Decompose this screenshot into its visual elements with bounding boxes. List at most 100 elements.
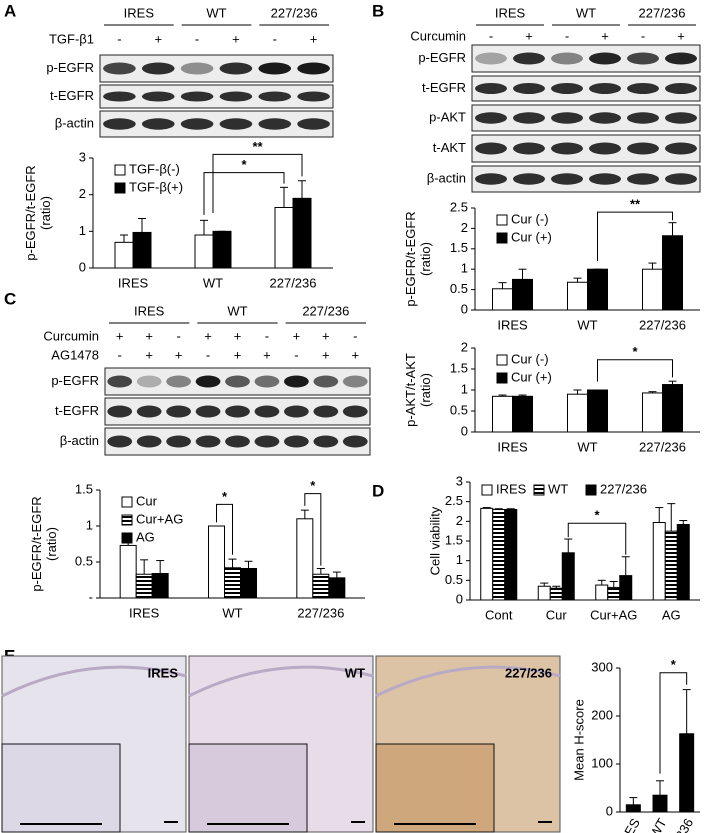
bar	[662, 384, 683, 433]
x-tick-label: WT	[222, 605, 242, 620]
blot-band	[589, 112, 621, 124]
bar	[676, 523, 690, 601]
significance-bracket	[304, 493, 322, 566]
blot-band	[195, 435, 221, 448]
treatment-sign: -	[265, 328, 269, 343]
blot-band	[665, 112, 697, 124]
panel-label: D	[372, 481, 384, 500]
ihc-inset	[188, 743, 308, 833]
bar	[619, 575, 633, 601]
bar	[652, 522, 666, 601]
legend-swatch	[585, 484, 597, 496]
bar	[296, 518, 314, 599]
treatment-sign: +	[234, 347, 242, 362]
blot-band	[665, 83, 697, 94]
x-tick-label: 227/236	[297, 605, 344, 620]
y-tick-label: 1.5	[445, 532, 463, 547]
treatment-sign: -	[117, 31, 121, 46]
blot-band	[665, 142, 697, 155]
image-label: 227/236	[505, 665, 552, 680]
significance-mark: **	[252, 139, 263, 154]
blot-row-label: p-EGFR	[51, 373, 99, 388]
y-tick-label: 1	[86, 517, 93, 532]
blot-band	[589, 173, 621, 185]
significance-bracket	[567, 522, 627, 555]
blot-band	[103, 91, 136, 102]
panel-label: A	[4, 1, 16, 20]
blot-strip	[99, 84, 334, 109]
blot-band	[627, 173, 659, 185]
y-tick-label: 1	[79, 223, 86, 238]
blot-band	[225, 375, 250, 388]
bar	[208, 525, 225, 599]
bar	[224, 567, 241, 599]
legend-label: Cur+AG	[136, 511, 183, 526]
significance-mark: *	[310, 478, 316, 493]
bar	[625, 804, 641, 813]
bar	[312, 573, 330, 599]
blot-band	[254, 375, 280, 388]
y-axis-label: (ratio)	[38, 196, 53, 230]
x-tick-label: WT	[203, 275, 223, 290]
treatment-label: Curcumin	[410, 28, 466, 43]
blot-band	[107, 405, 133, 418]
y-tick-label: 1.5	[450, 360, 468, 375]
y-axis-label: Cell viability	[427, 506, 442, 575]
bar	[492, 288, 513, 311]
image-label: IRES	[148, 665, 179, 680]
legend-swatch	[121, 532, 133, 544]
legend-label: TGF-β(+)	[129, 179, 183, 194]
significance-mark: *	[222, 489, 228, 504]
legend-swatch	[496, 214, 508, 226]
blot-band	[513, 142, 545, 155]
treatment-sign: +	[145, 347, 153, 362]
blot-band	[166, 435, 191, 448]
blot-band	[254, 405, 280, 418]
blot-band	[475, 142, 507, 155]
tissue-edge	[1, 665, 187, 698]
blot-row-label: p-AKT	[429, 109, 466, 124]
blot-band	[313, 375, 339, 388]
blot-band	[589, 83, 621, 94]
y-tick-label: 0	[461, 301, 468, 316]
y-axis-label: p-EGFR/t-EGFR	[403, 211, 418, 306]
legend-label: TGF-β(-)	[129, 161, 180, 176]
legend-swatch	[496, 354, 508, 366]
significance-mark: *	[632, 344, 638, 359]
blot-band	[225, 435, 250, 448]
y-tick-label: 1	[461, 381, 468, 396]
blot-band	[107, 435, 133, 448]
blot-band	[313, 435, 339, 448]
treatment-sign: +	[601, 28, 609, 43]
significance-mark: *	[241, 157, 247, 172]
blot-row-label: t-EGFR	[50, 88, 94, 103]
blot-band	[166, 405, 191, 418]
significance-bracket	[216, 503, 233, 555]
blot-strip	[99, 54, 334, 83]
bar	[328, 577, 346, 599]
bar	[135, 573, 153, 599]
blot-band	[551, 83, 583, 94]
x-tick-label: IRES	[497, 317, 528, 332]
bar	[537, 585, 551, 601]
x-tick-label: WT	[646, 816, 669, 833]
blot-row-label: t-EGFR	[55, 403, 99, 418]
blot-band	[665, 173, 697, 185]
treatment-sign: +	[234, 328, 242, 343]
blot-band	[284, 405, 309, 418]
legend-label: Cur (-)	[511, 351, 549, 366]
legend-swatch	[481, 484, 493, 496]
group-label: IRES	[134, 303, 165, 318]
y-tick-label: 0	[461, 423, 468, 438]
blot-band	[297, 118, 330, 130]
treatment-sign: +	[310, 31, 318, 46]
blot-band	[297, 62, 330, 75]
bar	[561, 552, 575, 601]
significance-bracket	[597, 359, 673, 382]
blot-band	[103, 118, 136, 130]
legend-swatch	[496, 232, 508, 244]
legend-label: AG	[136, 529, 155, 544]
bar	[132, 231, 152, 269]
x-tick-label: IRES	[118, 275, 149, 290]
